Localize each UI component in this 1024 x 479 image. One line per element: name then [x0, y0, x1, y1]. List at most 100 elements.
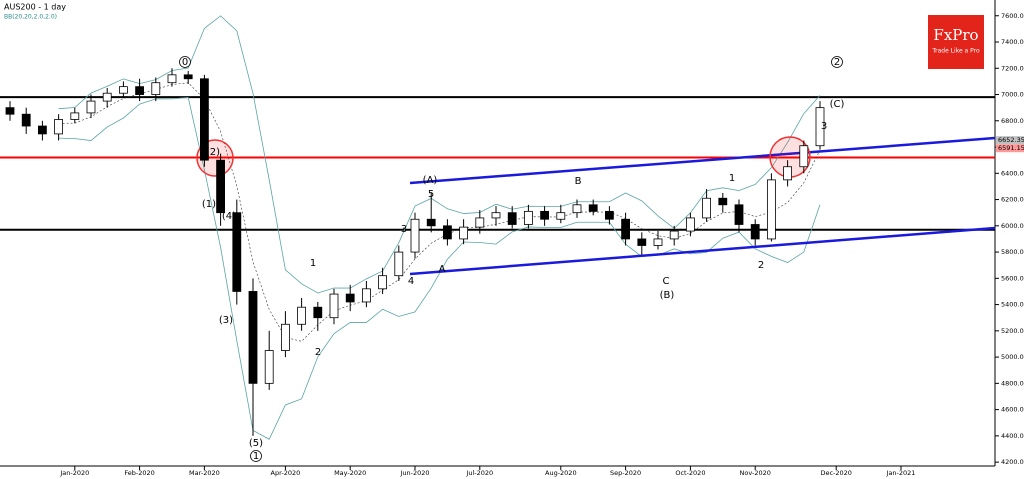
candle-body	[264, 350, 274, 384]
candle-body	[653, 238, 663, 246]
candle-body	[297, 306, 307, 325]
candle-body	[588, 204, 598, 212]
trend-line	[409, 226, 996, 276]
trend-line	[409, 136, 996, 185]
annotation-circle	[831, 56, 843, 68]
annotation: (5)	[249, 438, 263, 449]
candle-body	[216, 159, 226, 214]
annotation: 3	[821, 121, 827, 132]
x-tick-label: Apr-2020	[271, 469, 301, 477]
candle-body	[734, 204, 744, 225]
candle-body	[5, 107, 15, 115]
candle-body	[313, 306, 323, 319]
candle-body	[167, 74, 177, 84]
candle-body	[151, 82, 161, 95]
annotation: 2	[834, 57, 840, 68]
annotation: 2	[758, 260, 764, 271]
candle-body	[183, 74, 193, 80]
price-tag: 6591.15	[998, 144, 1024, 152]
candle-body	[815, 107, 825, 147]
annotation: (1)	[202, 199, 216, 210]
y-tick-label: 4800.00	[1001, 379, 1024, 387]
candle-body	[232, 212, 242, 292]
price-tag-box	[996, 144, 1024, 153]
bollinger-upper	[58, 15, 821, 294]
candle-body	[86, 100, 96, 114]
annotation-circle	[250, 450, 262, 462]
y-tick-label: 5400.00	[1001, 301, 1024, 309]
y-tick-label: 6800.00	[1001, 117, 1024, 125]
annotation: (2)	[206, 147, 220, 158]
candle-body	[491, 212, 501, 219]
candle-body	[442, 225, 452, 240]
annotation: (4)	[222, 211, 236, 222]
candle-body	[540, 210, 549, 220]
x-tick-label: Mar-2020	[189, 469, 220, 477]
annotation: (B)	[660, 290, 675, 301]
logo-tagline: Trade Like a Pro	[931, 48, 980, 55]
x-tick-label: Sep-2020	[610, 469, 641, 477]
candle-body	[572, 204, 582, 214]
y-tick-label: 4200.00	[1001, 458, 1024, 466]
y-tick-label: 6200.00	[1001, 196, 1024, 204]
candle-body	[426, 218, 436, 227]
candle-body	[637, 238, 647, 246]
x-tick-label: Jul-2020	[465, 469, 493, 477]
price-tag-box	[996, 136, 1024, 145]
candle-body	[475, 217, 485, 228]
annotation: 4	[408, 276, 414, 287]
candle-body	[556, 212, 566, 220]
candle-body	[750, 224, 760, 240]
annotation: 2	[315, 347, 321, 358]
candle-body	[378, 275, 388, 290]
x-tick-label: May-2020	[334, 469, 366, 477]
candle-body	[702, 197, 711, 219]
x-tick-label: Dec-2020	[820, 469, 851, 477]
candle-body	[135, 86, 145, 95]
candle-body	[329, 293, 339, 319]
indicator-label: BB(20,20,2.0,2.0)	[4, 14, 57, 21]
candle-body	[669, 230, 679, 240]
x-tick-label: Feb-2020	[124, 469, 154, 477]
candle-body	[21, 113, 31, 127]
candle-body	[459, 226, 469, 240]
logo-brand: FxPro	[933, 26, 978, 44]
y-tick-label: 6400.00	[1001, 169, 1024, 177]
candle-body	[248, 291, 258, 384]
x-tick-label: Jan-2020	[59, 469, 89, 477]
candle-body	[345, 293, 355, 303]
candle-body	[718, 197, 728, 206]
candle-body	[119, 86, 128, 94]
annotation: 1	[729, 173, 735, 184]
annotation: 1	[253, 451, 259, 462]
candle-body	[361, 288, 371, 303]
y-tick-label: 7000.00	[1001, 91, 1024, 99]
x-tick-label: Nov-2020	[739, 469, 770, 477]
candle-body	[605, 210, 614, 220]
candle-body	[394, 251, 404, 277]
y-tick-label: 7400.00	[1001, 38, 1024, 46]
candle-body	[70, 112, 80, 120]
annotation-circle	[179, 56, 191, 68]
annotation: A	[439, 264, 446, 275]
annotation: (A)	[423, 175, 438, 186]
candle-body	[767, 179, 776, 240]
chart-title: AUS200 - 1 day	[4, 3, 66, 12]
candle-body	[199, 78, 209, 161]
candle-body	[686, 217, 695, 232]
annotation: B	[575, 176, 582, 187]
x-tick-label: Jan-2021	[886, 469, 916, 477]
candle-body	[507, 212, 517, 225]
y-tick-label: 6000.00	[1001, 222, 1024, 230]
bollinger-lower	[58, 97, 821, 440]
candle-body	[783, 166, 792, 181]
y-tick-label: 4600.00	[1001, 406, 1024, 414]
candle-body	[54, 119, 63, 135]
logo-box	[928, 15, 984, 69]
y-tick-label: 7600.00	[1001, 12, 1024, 20]
candle-body	[524, 210, 533, 225]
candle-body	[38, 125, 47, 135]
x-tick-label: Oct-2020	[675, 469, 705, 477]
